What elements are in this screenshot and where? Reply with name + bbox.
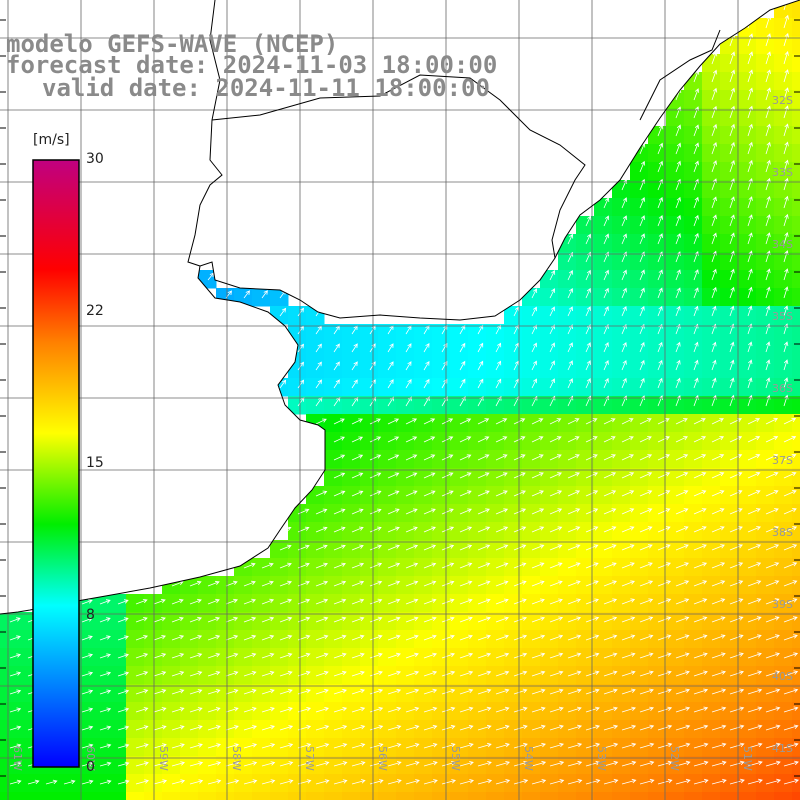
lon-label: 55W: [449, 746, 462, 771]
coastline: [0, 0, 800, 615]
lon-label: 61W: [11, 746, 24, 771]
lat-label: 41S: [772, 742, 793, 755]
forecast-date: forecast date: 2024-11-03 18:00:00: [6, 51, 498, 79]
lon-label: 51W: [741, 746, 754, 771]
lon-label: 52W: [668, 746, 681, 771]
lon-label: 57W: [303, 746, 316, 771]
colorbar-tick-30: 30: [86, 151, 104, 167]
model-title: modelo GEFS-WAVE (NCEP): [6, 30, 339, 58]
colorbar-tick-0: 0: [86, 759, 95, 775]
colorbar-tick-22: 22: [86, 303, 104, 319]
colorbar-tick-15: 15: [86, 455, 104, 471]
lat-label: 36S: [772, 382, 793, 395]
lon-label: 58W: [230, 746, 243, 771]
lon-label: 54W: [522, 746, 535, 771]
lat-label: 33S: [772, 166, 793, 179]
colorbar: [32, 159, 80, 768]
lat-label: 38S: [772, 526, 793, 539]
lat-label: 35S: [772, 310, 793, 323]
colorbar-unit: [m/s]: [33, 132, 70, 148]
lon-label: 59W: [157, 746, 170, 771]
lat-label: 40S: [772, 670, 793, 683]
valid-date: valid date: 2024-11-11 18:00:00: [42, 74, 490, 102]
lat-label: 37S: [772, 454, 793, 467]
lon-label: 56W: [376, 746, 389, 771]
lon-label: 53W: [595, 746, 608, 771]
land: [0, 0, 800, 614]
lon-label: 60W: [84, 746, 97, 771]
wind-vectors: [9, 0, 800, 785]
lat-label: 39S: [772, 598, 793, 611]
longitude-labels: 61W 60W 59W 58W 57W 56W 55W 54W 53W 52W 51W: [11, 746, 754, 771]
colorbar-tick-8: 8: [86, 607, 95, 623]
lat-label: 32S: [772, 94, 793, 107]
latitude-labels: 32S 33S 34S 35S 36S 37S 38S 39S 40S 41S: [772, 94, 793, 755]
lat-label: 34S: [772, 238, 793, 251]
land-mask: [0, 0, 800, 614]
